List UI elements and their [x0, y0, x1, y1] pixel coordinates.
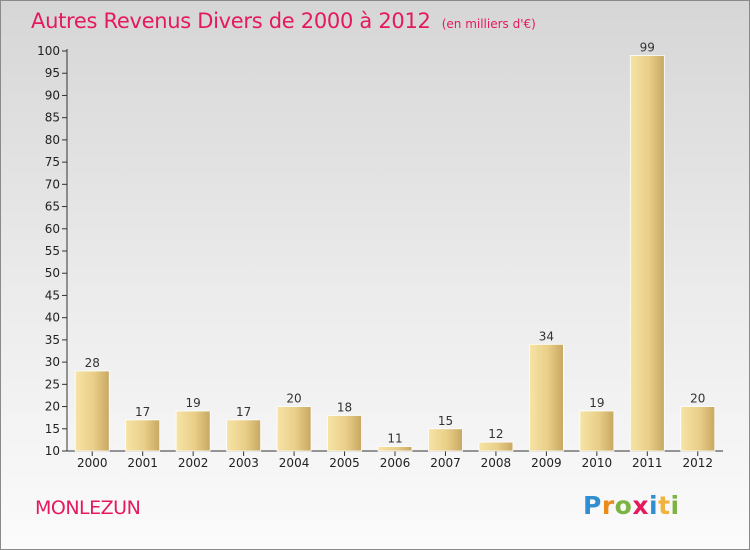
y-tick-label: 30	[45, 355, 60, 369]
y-tick-label: 40	[45, 311, 60, 325]
bar-2003	[226, 419, 262, 452]
logo-letter: t	[658, 491, 671, 520]
x-tick-label: 2008	[481, 456, 512, 470]
proxiti-logo: Proxiti	[583, 491, 680, 520]
bar-2002	[175, 410, 211, 452]
y-tick-label: 60	[45, 222, 60, 236]
y-tick-label: 45	[45, 288, 60, 302]
data-label: 19	[186, 396, 201, 410]
bar-2009	[528, 343, 564, 452]
x-tick-label: 2004	[279, 456, 310, 470]
y-tick-label: 85	[45, 111, 60, 125]
data-label: 34	[539, 329, 554, 343]
commune-name: MONLEZUN	[35, 497, 141, 519]
data-label: 99	[640, 40, 655, 54]
data-label: 19	[589, 396, 604, 410]
y-tick-label: 10	[45, 444, 60, 458]
data-label: 20	[286, 392, 301, 406]
x-tick-label: 2003	[228, 456, 259, 470]
x-tick-label: 2012	[682, 456, 713, 470]
y-tick-label: 55	[45, 244, 60, 258]
data-label: 11	[387, 432, 402, 446]
x-tick-label: 2001	[127, 456, 158, 470]
y-tick-label: 100	[37, 44, 60, 58]
data-label: 18	[337, 400, 352, 414]
x-tick-label: 2007	[430, 456, 461, 470]
x-axis: 2000 2001 2002 2003 2004 2005 2006 2007 2008 2009…	[67, 450, 723, 470]
y-tick-label: 50	[45, 266, 60, 280]
y-tick-label: 65	[45, 200, 60, 214]
bar-2007	[428, 428, 463, 452]
title-row: Autres Revenus Divers de 2000 à 2012 (en…	[31, 9, 536, 33]
y-tick-label: 75	[45, 155, 60, 169]
y-tick-label: 20	[45, 400, 60, 414]
y-tick-label: 95	[45, 66, 60, 80]
bar-2005	[327, 415, 362, 452]
x-tick-label: 2006	[380, 456, 411, 470]
data-label: 12	[488, 427, 503, 441]
bar-2008	[478, 441, 514, 452]
y-tick-label: 70	[45, 177, 60, 191]
data-label: 20	[690, 392, 705, 406]
x-tick-label: 2005	[329, 456, 360, 470]
logo-letter: o	[614, 491, 633, 520]
chart-title: Autres Revenus Divers de 2000 à 2012	[31, 9, 431, 33]
x-tick-label: 2009	[531, 456, 562, 470]
y-tick-label: 25	[45, 377, 60, 391]
x-tick-label: 2011	[632, 456, 663, 470]
logo-letter: x	[632, 491, 649, 520]
logo-letter: r	[601, 491, 615, 520]
x-tick-label: 2002	[178, 456, 209, 470]
bar-2001	[125, 419, 161, 452]
x-tick-label: 2000	[77, 456, 108, 470]
logo-letter: i	[649, 491, 659, 520]
bars	[74, 55, 716, 452]
bar-2012	[680, 406, 716, 452]
y-tick-label: 90	[45, 88, 60, 102]
bar-2011	[629, 55, 665, 452]
data-labels: 28 17 19 17 20 18 11 15 12 34 19 99 20	[85, 40, 706, 445]
data-label: 17	[236, 405, 251, 419]
bar-2010	[579, 410, 615, 452]
bar-2006	[377, 446, 413, 452]
y-tick-label: 35	[45, 333, 60, 347]
logo-letter: P	[583, 491, 602, 520]
bar-2000	[74, 370, 110, 452]
x-tick-label: 2010	[582, 456, 613, 470]
y-axis: 10 15 20 25 30 35 40 45 50 55 60 65 70 75 80 85 90 95 100	[37, 44, 68, 458]
data-label: 17	[135, 405, 150, 419]
chart-subtitle: (en milliers d'€)	[441, 17, 536, 31]
y-tick-label: 15	[45, 422, 60, 436]
data-label: 15	[438, 414, 453, 428]
y-tick-label: 80	[45, 133, 60, 147]
logo-letter: i	[670, 491, 680, 520]
bar-2004	[276, 406, 312, 452]
data-label: 28	[85, 356, 100, 370]
